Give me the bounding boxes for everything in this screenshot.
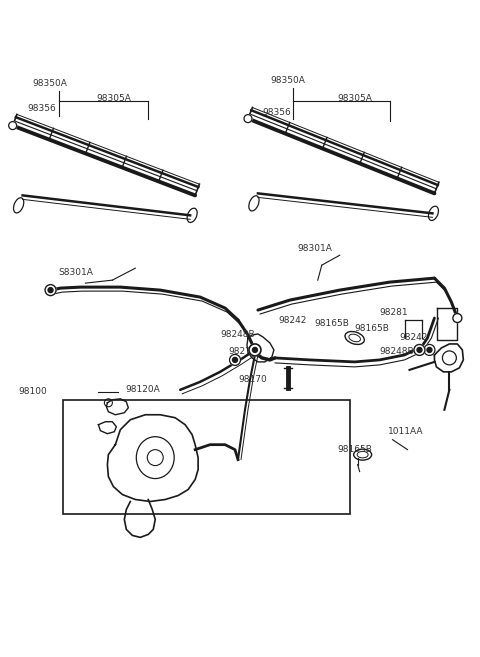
Circle shape	[453, 313, 462, 323]
Text: 98305A: 98305A	[338, 94, 372, 103]
Text: 98165B: 98165B	[338, 445, 372, 454]
Circle shape	[9, 122, 17, 129]
Bar	[62, 400, 350, 514]
Text: 98165B: 98165B	[355, 323, 390, 332]
Circle shape	[249, 344, 261, 356]
Text: 98242: 98242	[399, 334, 428, 342]
Circle shape	[424, 344, 435, 355]
Text: 98301A: 98301A	[298, 244, 333, 253]
Text: 98356: 98356	[28, 104, 56, 113]
Circle shape	[229, 354, 240, 365]
Circle shape	[252, 348, 257, 352]
Text: 98170: 98170	[238, 375, 267, 384]
Circle shape	[414, 344, 425, 355]
Circle shape	[244, 114, 252, 123]
Text: 98350A: 98350A	[33, 79, 68, 88]
Text: 1011AA: 1011AA	[387, 427, 423, 436]
Text: 98279: 98279	[228, 348, 257, 357]
Text: 98350A: 98350A	[270, 76, 305, 85]
Text: 98100: 98100	[19, 388, 48, 396]
Text: S8301A: S8301A	[59, 267, 94, 277]
Circle shape	[48, 288, 53, 292]
Circle shape	[427, 348, 432, 352]
Text: 98120A: 98120A	[125, 385, 160, 394]
Text: 98248B: 98248B	[220, 330, 255, 340]
Text: 98165B: 98165B	[315, 319, 349, 328]
Circle shape	[417, 348, 422, 352]
Text: 98356: 98356	[262, 108, 291, 117]
Circle shape	[45, 284, 56, 296]
Text: 98248B: 98248B	[380, 348, 414, 357]
Text: 98305A: 98305A	[96, 94, 132, 103]
Circle shape	[232, 357, 238, 363]
Text: 98242: 98242	[278, 315, 306, 325]
Text: 98281: 98281	[380, 307, 408, 317]
